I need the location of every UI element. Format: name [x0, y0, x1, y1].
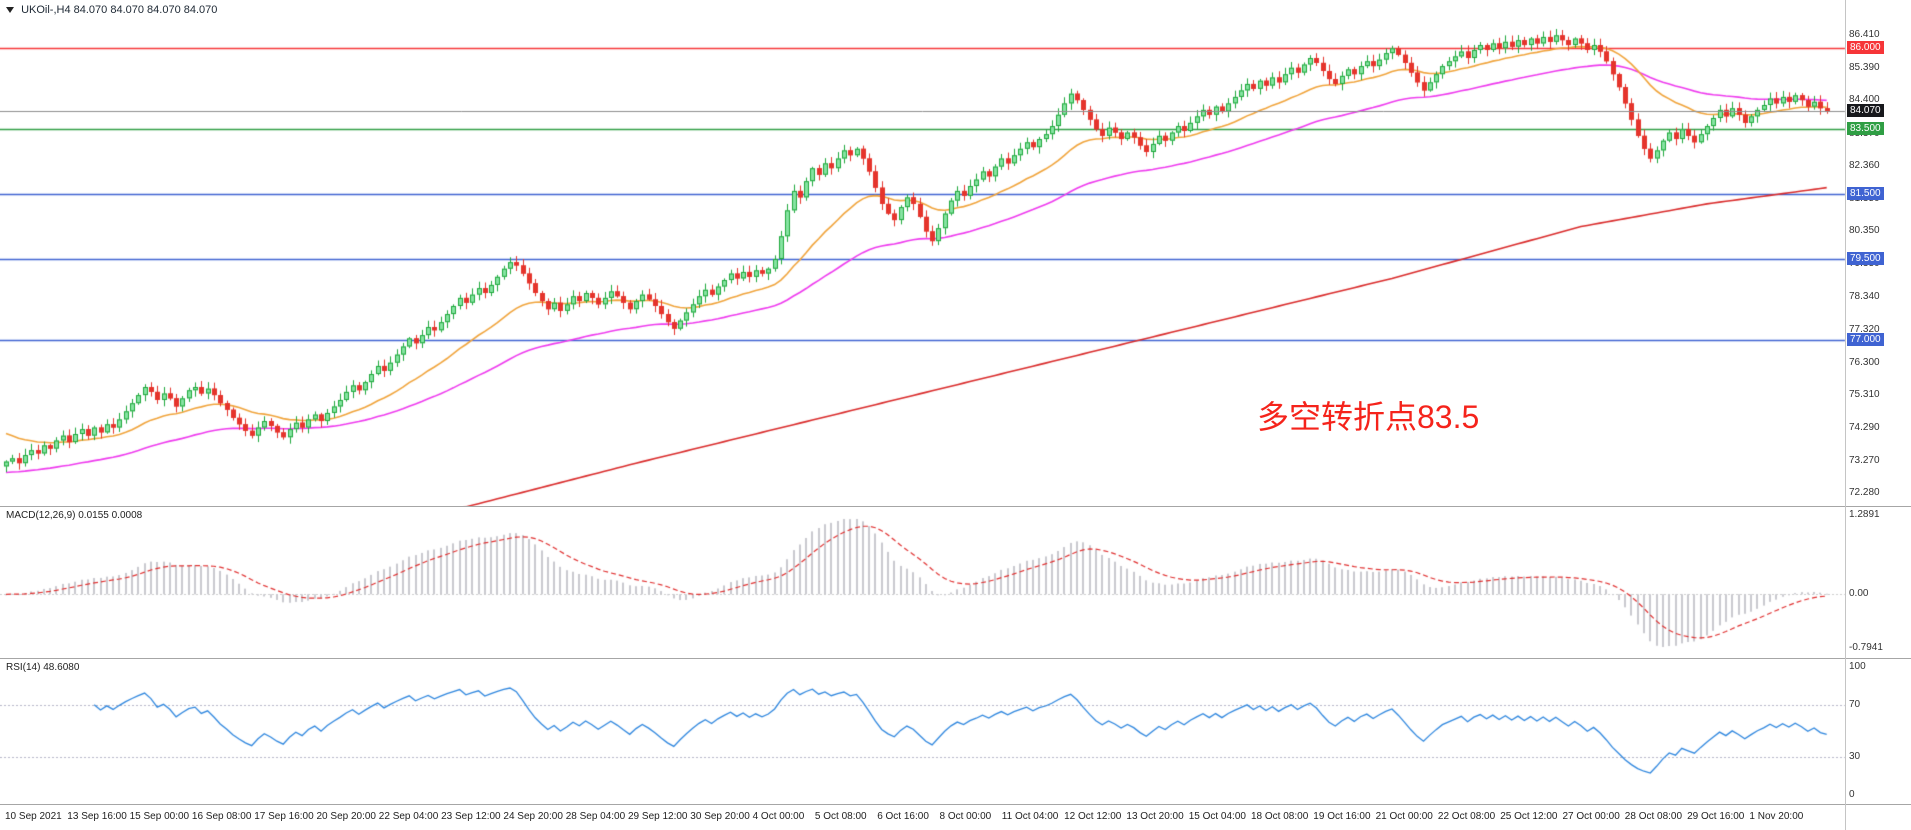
macd-label: MACD(12,26,9) 0.0155 0.0008	[6, 510, 142, 521]
candlestick-chart[interactable]	[0, 0, 1911, 507]
ohlc-quotes: 84.070 84.070 84.070 84.070	[73, 4, 218, 16]
price-axis-label: 72.280	[1849, 487, 1880, 498]
symbol-timeframe: UKOil-,H4	[21, 4, 71, 16]
time-axis-label: 4 Oct 00:00	[752, 811, 805, 822]
level-price-badge[interactable]: 77.000	[1847, 333, 1884, 346]
time-axis-label: 17 Sep 16:00	[254, 811, 314, 822]
rsi-axis-label: 0	[1849, 789, 1855, 800]
price-axis-label: 80.350	[1849, 225, 1880, 237]
rsi-label: RSI(14) 48.6080	[6, 662, 79, 673]
macd-axis-label: -0.7941	[1849, 641, 1883, 653]
level-price-badge[interactable]: 79.500	[1847, 251, 1884, 265]
price-axis-label: 73.270	[1849, 454, 1880, 466]
time-axis-label: 19 Oct 16:00	[1313, 811, 1371, 822]
current-price-badge: 84.070	[1847, 103, 1884, 117]
rsi-axis-label: 100	[1849, 661, 1866, 672]
macd-axis-label: 0.00	[1849, 588, 1869, 600]
rsi-name: RSI(14)	[6, 662, 41, 673]
level-price-badge[interactable]: 83.500	[1847, 122, 1884, 136]
time-axis-label: 5 Oct 08:00	[814, 811, 867, 822]
chart-annotation[interactable]: 多空转折点83.5	[1257, 399, 1480, 435]
time-axis-label: 22 Sep 04:00	[378, 811, 439, 822]
macd-name: MACD(12,26,9)	[6, 510, 76, 521]
price-axis-label: 78.340	[1849, 290, 1880, 302]
time-axis-label: 20 Sep 20:00	[316, 811, 377, 822]
panel-separator[interactable]	[0, 658, 1911, 659]
time-axis-label: 12 Oct 12:00	[1064, 811, 1122, 822]
time-axis-label: 1 Nov 20:00	[1749, 811, 1804, 822]
collapse-triangle-icon[interactable]	[6, 7, 14, 13]
price-axis-label: 85.390	[1849, 62, 1880, 74]
time-axis-label: 16 Sep 08:00	[191, 811, 252, 822]
panel-separator	[0, 804, 1911, 805]
time-axis-label: 23 Sep 12:00	[441, 811, 501, 822]
macd-chart[interactable]	[0, 507, 1911, 659]
time-axis-label: 22 Oct 08:00	[1437, 811, 1496, 822]
price-axis-label: 84.400	[1849, 94, 1880, 106]
time-axis-label: 29 Oct 16:00	[1687, 811, 1745, 822]
macd-values: 0.0155 0.0008	[78, 510, 143, 521]
time-axis-label: 27 Oct 00:00	[1562, 811, 1620, 822]
price-axis-label: 77.320	[1849, 323, 1880, 335]
time-axis-label: 18 Oct 08:00	[1251, 811, 1309, 822]
time-axis-label: 28 Sep 04:00	[565, 811, 626, 822]
rsi-axis-label: 70	[1849, 699, 1861, 711]
time-axis-label: 21 Oct 00:00	[1375, 811, 1433, 822]
time-axis-label: 13 Oct 20:00	[1126, 811, 1184, 822]
rsi-axis-label: 30	[1849, 750, 1861, 762]
price-axis-label: 74.290	[1849, 421, 1880, 433]
price-axis-label: 86.410	[1849, 29, 1880, 40]
time-axis-label: 11 Oct 04:00	[1001, 811, 1059, 822]
panel-separator[interactable]	[0, 506, 1911, 507]
macd-axis-label: 1.2891	[1849, 509, 1880, 520]
time-axis-label: 15 Oct 04:00	[1188, 811, 1246, 822]
rsi-value: 48.6080	[43, 662, 80, 673]
time-axis-label: 28 Oct 08:00	[1624, 811, 1683, 822]
price-axis-label: 82.360	[1849, 160, 1880, 172]
time-axis-label: 8 Oct 00:00	[939, 811, 992, 822]
price-axis-label: 76.300	[1849, 356, 1880, 368]
time-axis-label: 30 Sep 20:00	[690, 811, 750, 822]
level-price-badge[interactable]: 81.500	[1847, 187, 1884, 201]
time-axis-label: 25 Oct 12:00	[1500, 811, 1558, 822]
time-axis-label: 13 Sep 16:00	[67, 811, 127, 822]
price-axis-separator[interactable]	[1845, 0, 1846, 830]
time-axis-label: 15 Sep 00:00	[129, 811, 190, 822]
time-axis-label: 10 Sep 2021	[5, 811, 62, 822]
rsi-chart[interactable]	[0, 659, 1911, 805]
time-axis-label: 24 Sep 20:00	[503, 811, 563, 822]
time-axis-label: 29 Sep 12:00	[628, 811, 688, 822]
time-axis[interactable]: 10 Sep 2021 13 Sep 16:00 15 Sep 00:00 16 Se…	[0, 805, 1911, 830]
price-axis-label: 75.310	[1849, 388, 1880, 400]
chart-title: UKOil-,H4 84.070 84.070 84.070 84.070	[6, 4, 217, 16]
level-price-badge[interactable]: 86.000	[1847, 41, 1884, 55]
time-axis-label: 6 Oct 16:00	[877, 811, 929, 822]
